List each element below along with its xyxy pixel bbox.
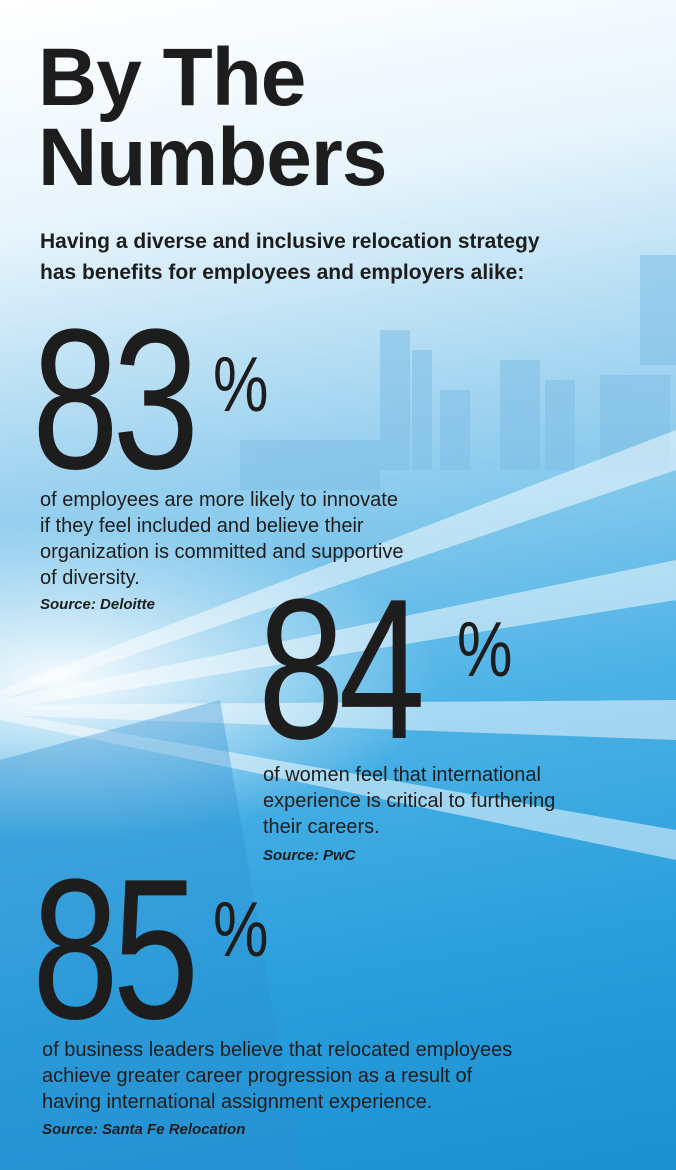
stat-description: their careers. — [263, 816, 380, 838]
stat-description: if they feel included and believe their — [40, 515, 364, 537]
stat-description: achieve greater career progression as a … — [42, 1065, 473, 1087]
stat-unit: % — [213, 885, 269, 973]
stat-description: of diversity. — [40, 567, 140, 589]
stat-source: Source: PwC — [263, 847, 356, 864]
stat-number: 85 — [32, 838, 199, 1061]
stat-description: of business leaders believe that relocat… — [42, 1039, 513, 1061]
title: By The — [38, 32, 306, 123]
stat-description: of employees are more likely to innovate — [40, 489, 398, 511]
stat-number: 83 — [32, 288, 199, 511]
stat-description: having international assignment experien… — [42, 1091, 433, 1113]
stat-unit: % — [213, 340, 269, 428]
stat-description: organization is committed and supportive — [40, 541, 404, 563]
stat-description: experience is critical to furthering — [263, 790, 556, 812]
stat-source: Source: Deloitte — [40, 596, 156, 613]
subtitle: Having a diverse and inclusive relocatio… — [40, 230, 540, 253]
title: Numbers — [38, 112, 387, 203]
stat-number: 84 — [258, 558, 425, 781]
stat-unit: % — [457, 605, 513, 693]
subtitle: has benefits for employees and employers… — [40, 261, 525, 284]
stat-description: of women feel that international — [263, 764, 541, 786]
stat-source: Source: Santa Fe Relocation — [42, 1121, 246, 1138]
